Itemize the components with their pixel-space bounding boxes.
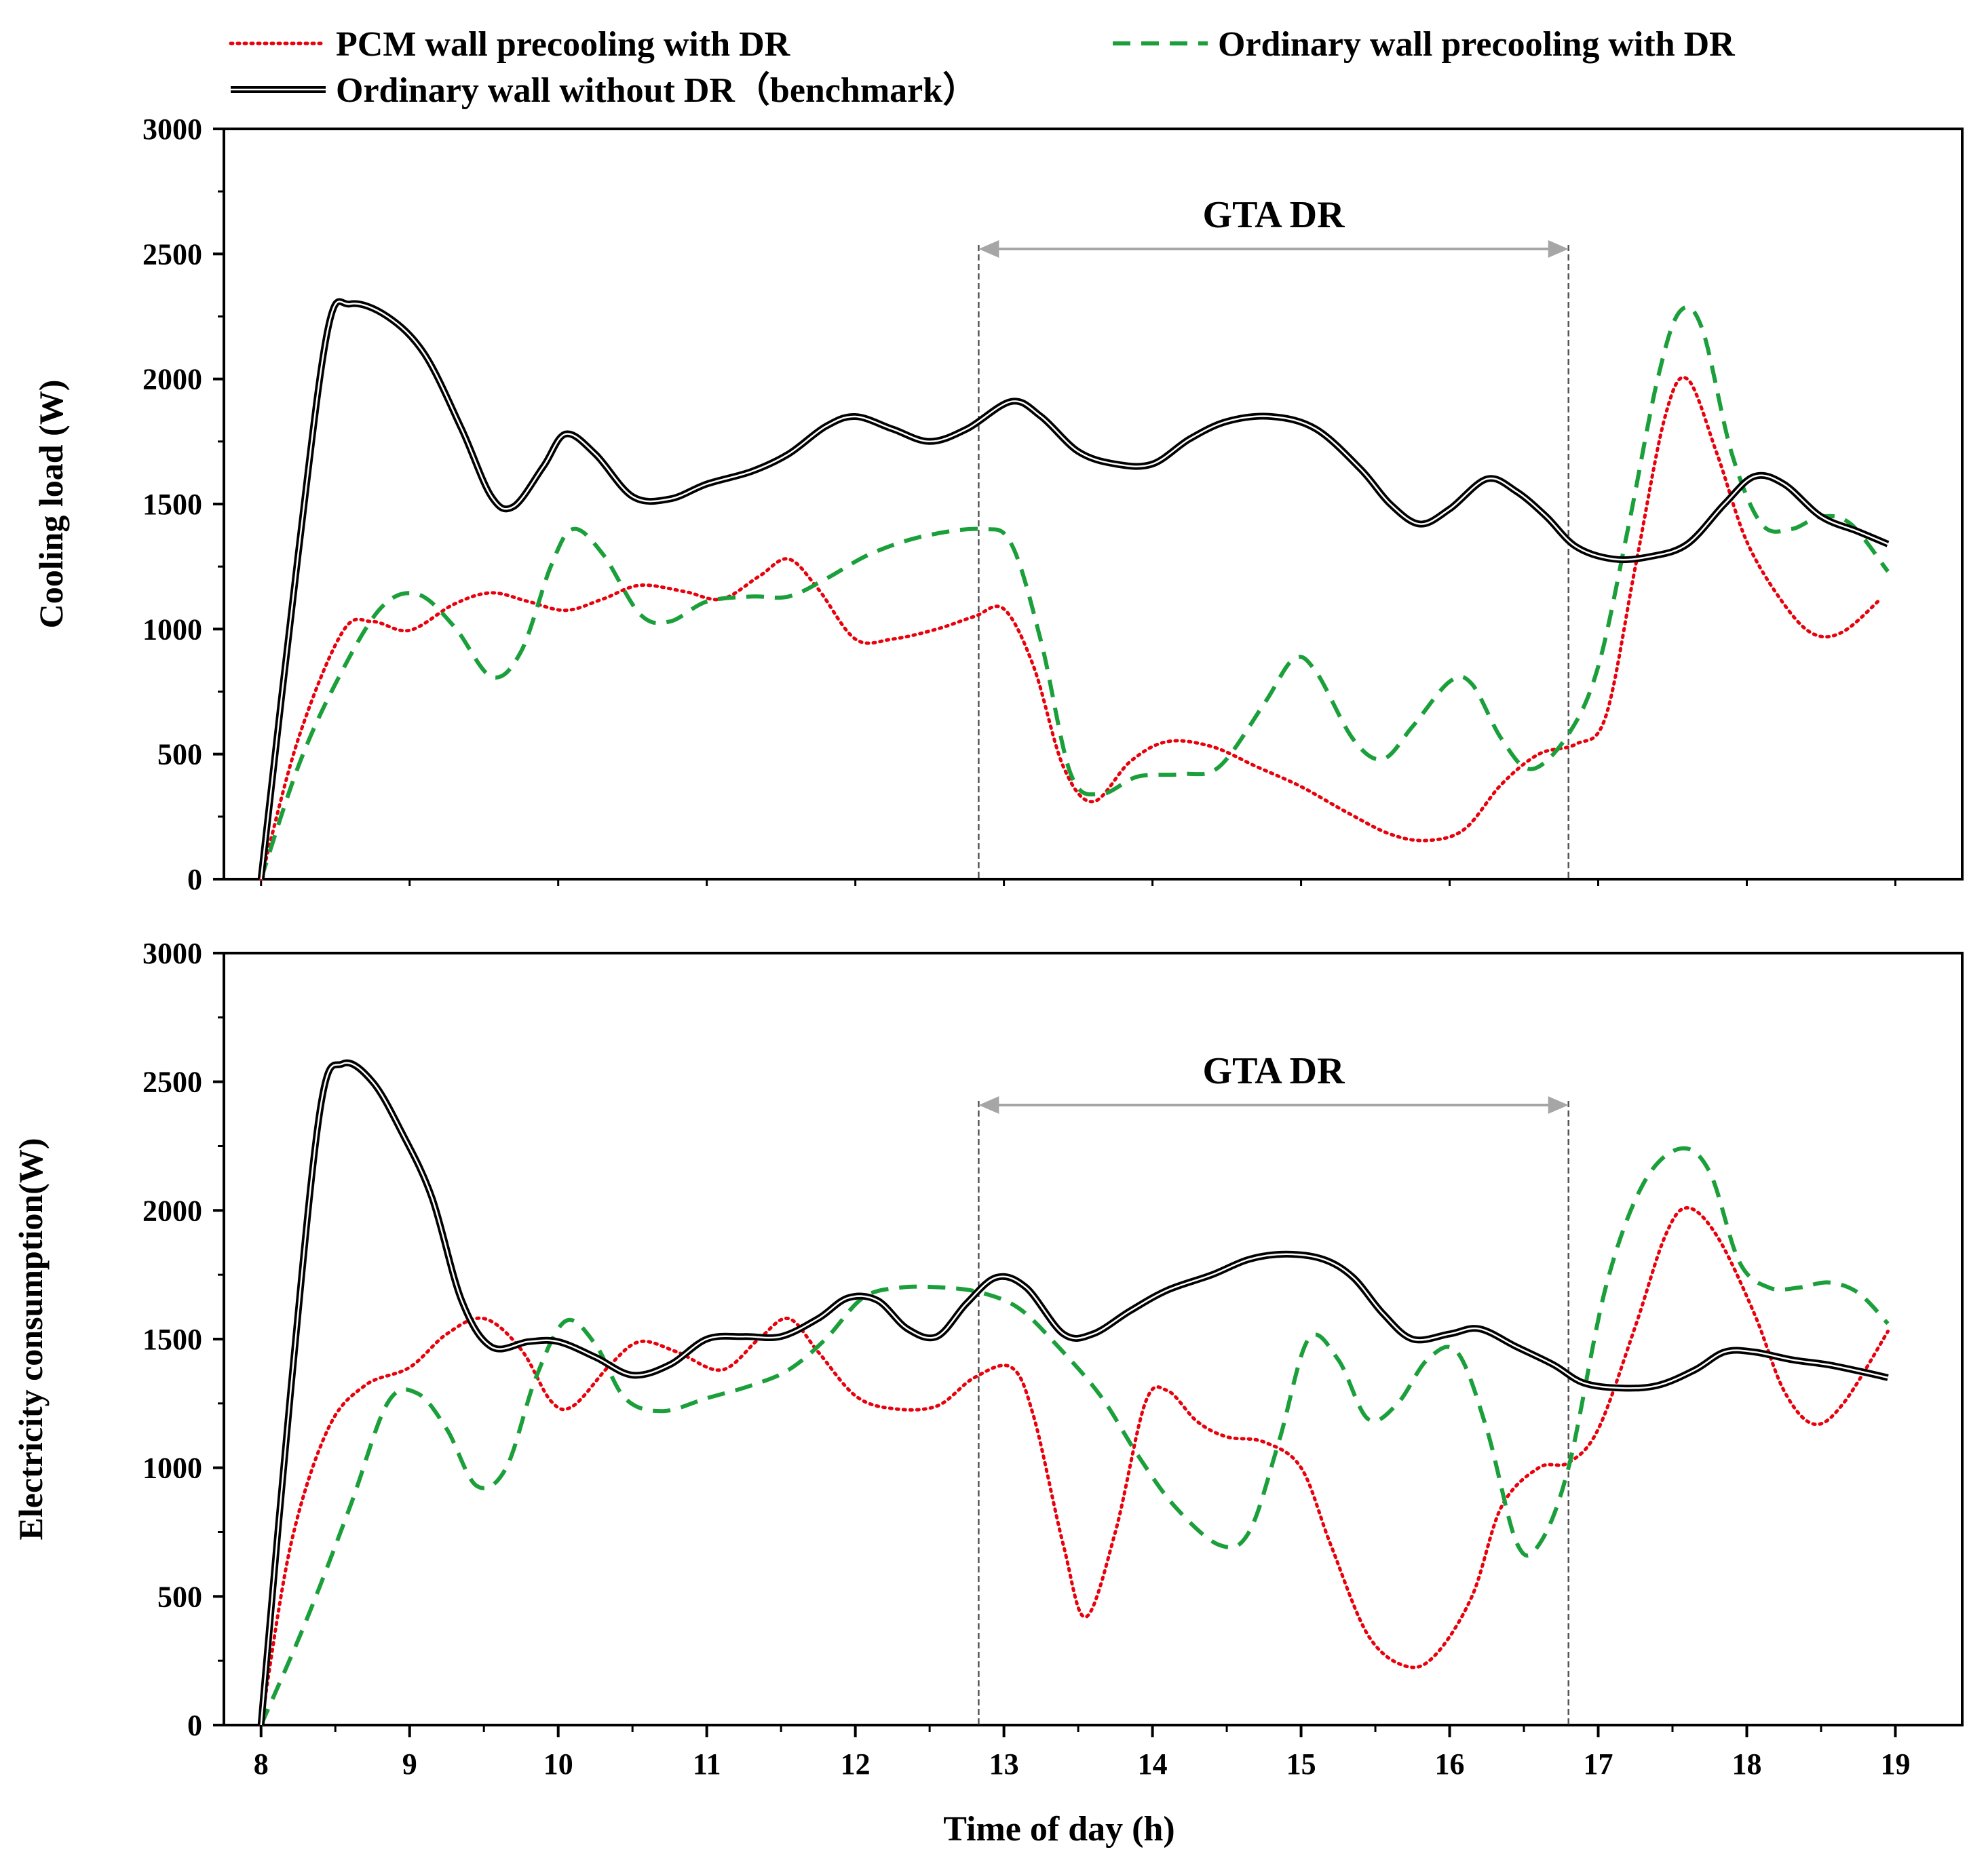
x-tick-label: 14 <box>1138 1747 1168 1781</box>
x-tick-label: 13 <box>989 1747 1019 1781</box>
x-tick-label: 17 <box>1584 1747 1613 1781</box>
x-tick-label: 18 <box>1732 1747 1761 1781</box>
y-tick-label: 0 <box>187 863 202 896</box>
legend-label-ordinary-dr: Ordinary wall precooling with DR <box>1218 25 1736 64</box>
series-line-pcm <box>259 376 1883 881</box>
y-tick-label: 1500 <box>142 1323 202 1356</box>
series-group <box>257 1059 1890 1727</box>
legend: PCM wall precooling with DR Ordinary wal… <box>229 25 1736 110</box>
y-tick-label: 1000 <box>142 1452 202 1485</box>
y-ticks: 0 500 1000 1500 2000 2500 3000 <box>142 937 224 1742</box>
y-tick-label: 3000 <box>142 113 202 146</box>
y-tick-label: 1000 <box>142 613 202 646</box>
y-tick-label: 3000 <box>142 937 202 970</box>
y-tick-label: 2000 <box>142 1194 202 1227</box>
series-line-benchmark-inner <box>260 301 1888 880</box>
x-tick-label: 19 <box>1880 1747 1910 1781</box>
dr-arrow-head-left <box>978 1096 999 1114</box>
panel-cooling-load: Cooling load (W) 0 500 1000 1500 2000 2500 300… <box>32 113 1964 896</box>
x-tick-label: 9 <box>402 1747 417 1781</box>
x-tick-label: 10 <box>543 1747 573 1781</box>
x-tick-label: 16 <box>1435 1747 1465 1781</box>
series-line-benchmark <box>257 298 1890 880</box>
dr-arrow-head-right <box>1548 240 1569 258</box>
y-tick-label: 0 <box>187 1709 202 1742</box>
dr-label: GTA DR <box>1203 1050 1345 1092</box>
panel-electricity-consumption: Electricity consumption(W) 0 500 1000 1500 2… <box>12 937 1964 1742</box>
series-line-ordinary-dr <box>259 305 1890 880</box>
series-line-benchmark <box>257 1059 1889 1726</box>
y-tick-label: 2500 <box>142 237 202 271</box>
y-axis-label: Electricity consumption(W) <box>12 1138 50 1541</box>
y-tick-label: 2000 <box>142 363 202 396</box>
dr-arrow-head-right <box>1548 1096 1569 1114</box>
x-axis-label: Time of day (h) <box>943 1810 1174 1849</box>
dr-label: GTA DR <box>1203 194 1345 236</box>
x-tick-label: 11 <box>693 1747 721 1781</box>
dr-window: GTA DR <box>978 1050 1569 1725</box>
y-axis-label: Cooling load (W) <box>32 380 70 629</box>
legend-label-pcm: PCM wall precooling with DR <box>336 25 791 64</box>
series-line-ordinary-dr <box>259 1146 1890 1726</box>
dr-window: GTA DR <box>978 194 1569 879</box>
x-tick-label: 15 <box>1286 1747 1316 1781</box>
series-line-pcm <box>259 1206 1890 1727</box>
series-group <box>257 298 1890 881</box>
x-tick-label: 12 <box>841 1747 871 1781</box>
y-ticks: 0 500 1000 1500 2000 2500 3000 <box>142 113 1896 896</box>
y-tick-label: 2500 <box>142 1066 202 1099</box>
series-line-benchmark-inner <box>260 1062 1888 1726</box>
legend-label-benchmark: Ordinary wall without DR（benchmark） <box>336 71 978 110</box>
y-tick-label: 1500 <box>142 488 202 521</box>
plot-frame <box>223 128 1964 881</box>
dr-arrow-head-left <box>978 240 999 258</box>
x-tick-label: 8 <box>254 1747 269 1781</box>
y-tick-label: 500 <box>157 738 202 771</box>
y-tick-label: 500 <box>157 1580 202 1613</box>
x-axis: 8 9 10 11 12 13 14 15 16 17 18 19 <box>254 1725 1910 1781</box>
